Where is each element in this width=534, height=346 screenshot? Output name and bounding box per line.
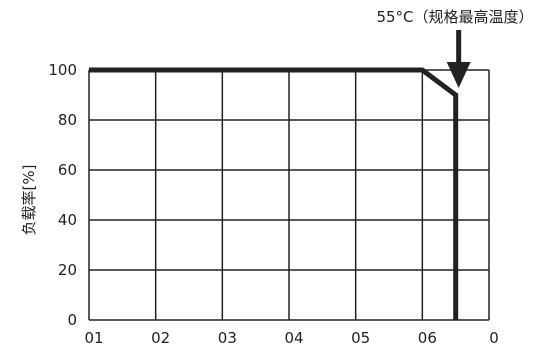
series-line: [89, 67, 459, 320]
y-tick-label: 60: [58, 161, 77, 179]
x-tick-labels: 01 02 03 04 05 06 0: [84, 329, 498, 346]
y-tick-label: 100: [48, 61, 77, 79]
y-tick-label: 80: [58, 111, 77, 129]
x-tick-label: 06: [418, 329, 437, 346]
annotation-text: 55°C（规格最高温度）: [376, 8, 533, 26]
chart-grid: [88, 69, 490, 321]
max-temperature-annotation: 55°C（规格最高温度）: [376, 8, 534, 88]
y-tick-label: 0: [67, 311, 77, 329]
y-tick-label: 20: [58, 261, 77, 279]
down-arrow-icon: [446, 30, 471, 88]
y-axis-label: 负载率[%]: [20, 165, 38, 236]
x-tick-label: 04: [284, 329, 303, 346]
y-tick-labels: 0 20 40 60 80 100: [48, 61, 77, 329]
arrow-head: [446, 62, 471, 88]
y-tick-label: 40: [58, 211, 77, 229]
x-tick-label: 01: [84, 329, 103, 346]
x-tick-label: 02: [151, 329, 170, 346]
x-tick-label: 0: [489, 329, 499, 346]
chart-series: [88, 67, 459, 321]
x-tick-label: 05: [351, 329, 370, 346]
x-tick-label: 03: [218, 329, 237, 346]
